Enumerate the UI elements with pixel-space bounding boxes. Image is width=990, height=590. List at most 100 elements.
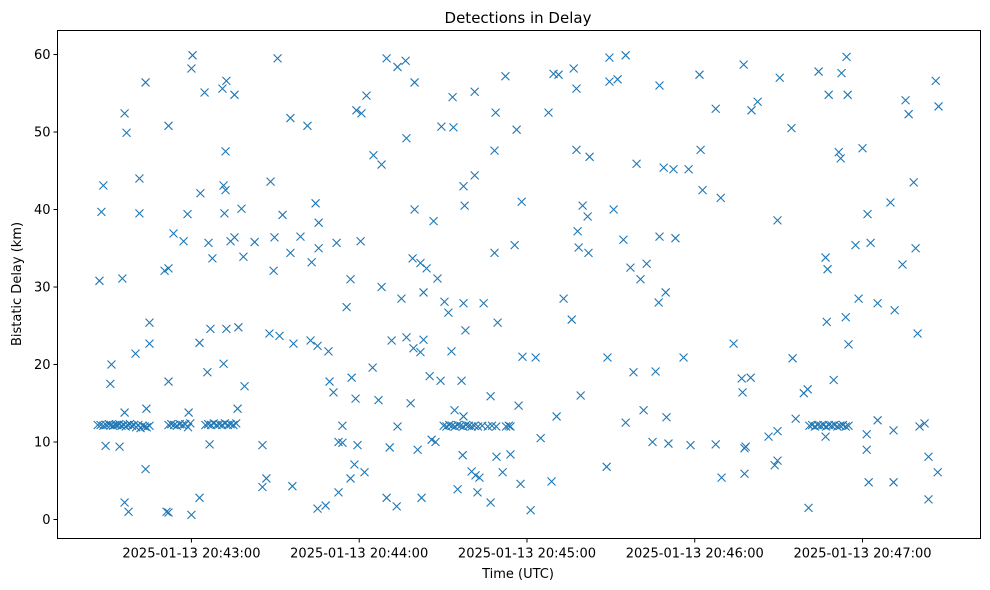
data-point xyxy=(437,122,446,131)
data-point xyxy=(275,331,284,341)
data-point xyxy=(325,377,334,386)
data-point xyxy=(385,443,395,452)
y-axis-label: Bistatic Delay (km) xyxy=(10,222,25,346)
data-point xyxy=(602,462,612,472)
data-point xyxy=(164,377,173,386)
data-point xyxy=(679,353,688,362)
data-point xyxy=(433,274,442,283)
data-point xyxy=(250,237,260,247)
data-point xyxy=(473,488,482,497)
data-point xyxy=(843,90,853,100)
data-point xyxy=(574,243,584,252)
data-point xyxy=(417,493,426,503)
data-point xyxy=(278,210,287,220)
data-point xyxy=(773,215,782,225)
data-point xyxy=(492,452,501,462)
data-point xyxy=(427,435,437,445)
data-point xyxy=(258,482,267,492)
data-point xyxy=(746,373,756,383)
data-point xyxy=(686,440,695,450)
data-point xyxy=(206,324,215,334)
data-point xyxy=(221,324,231,334)
y-tick-label: 0 xyxy=(42,513,50,528)
data-point xyxy=(544,108,553,118)
data-point xyxy=(461,326,470,335)
data-point xyxy=(890,305,900,315)
data-point xyxy=(350,460,359,469)
data-point xyxy=(431,437,440,447)
data-point xyxy=(187,64,196,73)
data-point xyxy=(823,264,832,274)
data-point xyxy=(753,97,763,107)
data-point xyxy=(573,226,582,236)
data-point xyxy=(416,347,425,357)
data-point xyxy=(536,433,546,443)
data-point xyxy=(824,90,834,100)
data-point xyxy=(413,445,423,455)
x-tick-label: 2025-01-13 20:47:00 xyxy=(793,547,931,562)
data-point xyxy=(844,421,853,431)
data-point xyxy=(821,432,830,441)
data-point xyxy=(324,346,333,356)
data-point xyxy=(934,102,943,111)
data-point xyxy=(460,201,470,211)
data-point xyxy=(931,76,941,86)
data-point xyxy=(353,440,362,450)
data-point xyxy=(619,235,628,245)
data-point xyxy=(135,209,144,218)
data-point xyxy=(554,70,563,80)
data-point xyxy=(313,504,322,514)
data-point xyxy=(444,308,453,317)
data-point xyxy=(803,384,813,394)
data-point xyxy=(183,422,193,432)
data-point xyxy=(559,294,568,304)
data-point xyxy=(117,274,127,283)
data-point xyxy=(258,440,267,450)
data-point xyxy=(822,317,832,327)
data-point xyxy=(332,238,341,248)
data-point xyxy=(382,493,391,503)
data-point xyxy=(202,367,212,377)
data-point xyxy=(374,395,383,405)
data-point xyxy=(338,421,347,431)
data-point xyxy=(406,398,416,408)
data-point xyxy=(648,437,657,447)
data-point xyxy=(419,288,428,297)
data-point xyxy=(605,77,614,87)
data-point xyxy=(195,493,204,503)
data-point xyxy=(572,84,581,94)
data-point xyxy=(169,229,178,238)
data-point xyxy=(188,50,197,60)
data-point xyxy=(621,418,631,428)
data-point xyxy=(659,163,669,173)
data-point xyxy=(470,87,480,97)
data-points xyxy=(93,50,943,520)
data-point xyxy=(655,232,664,242)
data-point xyxy=(613,74,622,84)
data-point xyxy=(402,133,411,143)
data-point xyxy=(475,473,484,483)
data-point xyxy=(470,421,479,431)
y-tick-label: 20 xyxy=(34,358,51,373)
data-point xyxy=(886,198,895,207)
data-point xyxy=(162,507,171,517)
data-point xyxy=(684,164,693,174)
data-point xyxy=(230,233,239,242)
data-point xyxy=(98,181,108,190)
data-point xyxy=(120,498,129,507)
data-point xyxy=(841,312,851,322)
y-tick-label: 10 xyxy=(34,436,51,451)
data-point xyxy=(270,233,279,242)
data-point xyxy=(661,288,671,297)
data-point xyxy=(920,419,929,428)
data-point xyxy=(429,216,438,226)
data-point xyxy=(740,469,749,479)
data-point xyxy=(491,108,501,118)
data-point xyxy=(858,143,867,153)
data-point xyxy=(493,318,502,328)
data-point xyxy=(145,421,154,431)
data-point xyxy=(531,353,541,362)
data-point xyxy=(314,218,324,228)
data-point xyxy=(265,329,274,338)
data-point xyxy=(862,429,872,439)
